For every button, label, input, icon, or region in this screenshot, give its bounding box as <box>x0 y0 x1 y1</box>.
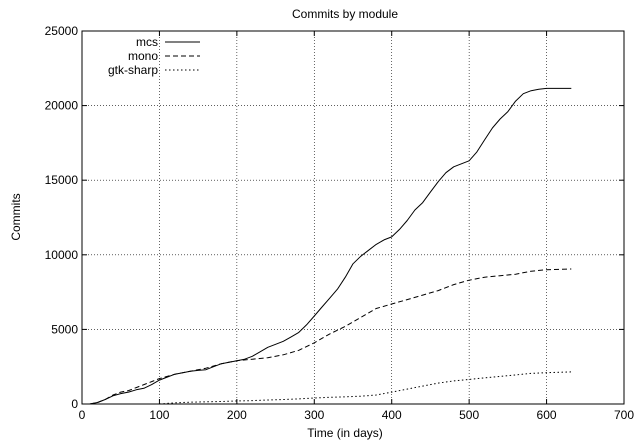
series-line-mcs <box>89 87 572 405</box>
x-tick-label: 600 <box>537 408 557 422</box>
y-axis-label: Commits <box>9 193 23 240</box>
x-tick-label: 700 <box>614 408 634 422</box>
y-tick-label: 0 <box>71 397 78 411</box>
y-tick-label: 15000 <box>45 173 79 187</box>
legend-label-gtk-sharp: gtk-sharp <box>108 63 158 77</box>
series-line-mono <box>89 268 572 405</box>
plot-frame <box>81 30 625 405</box>
legend-label-mono: mono <box>128 49 158 63</box>
y-tick-label: 20000 <box>45 99 79 113</box>
legend-label-mcs: mcs <box>136 35 158 49</box>
x-tick-label: 400 <box>382 408 402 422</box>
x-tick-label: 200 <box>227 408 247 422</box>
y-tick-label: 25000 <box>45 24 79 38</box>
series-group <box>89 87 572 405</box>
series-line-gtk-sharp <box>159 371 572 405</box>
axis-ticks: 0 100 200 300 400 500 600 700 0 5000 10000 15000 200… <box>45 24 635 422</box>
y-tick-label: 10000 <box>45 248 79 262</box>
grid <box>82 31 624 404</box>
y-tick-label: 5000 <box>51 322 78 336</box>
x-tick-label: 300 <box>304 408 324 422</box>
chart-title: Commits by module <box>292 7 398 21</box>
x-axis-label: Time (in days) <box>307 426 383 440</box>
x-tick-label: 100 <box>149 408 169 422</box>
x-tick-label: 0 <box>79 408 86 422</box>
x-tick-label: 500 <box>459 408 479 422</box>
